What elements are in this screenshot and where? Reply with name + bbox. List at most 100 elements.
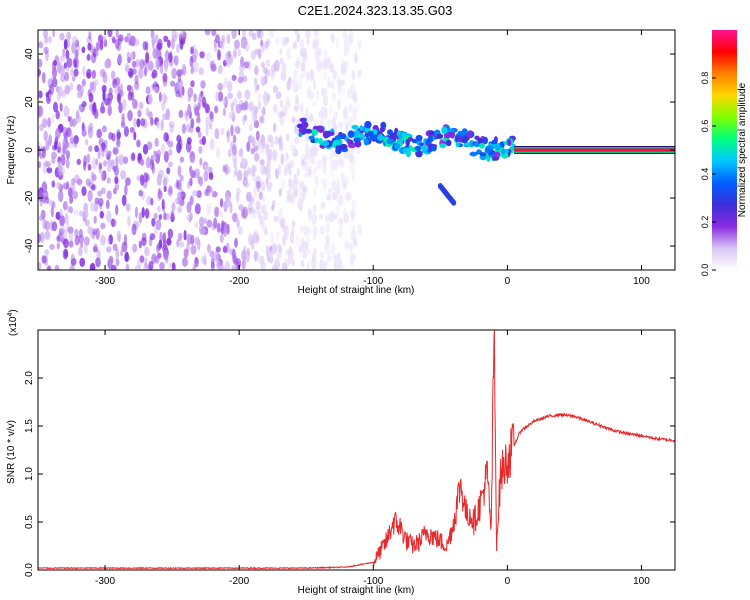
heatmap-cell	[137, 109, 142, 118]
heatmap-cell	[163, 132, 169, 142]
heatmap-cell	[190, 46, 194, 55]
heatmap-cell	[92, 228, 97, 236]
heatmap-cell	[345, 241, 350, 250]
heatmap-cell	[145, 86, 151, 95]
heatmap-cell	[81, 186, 87, 197]
heatmap-cell	[63, 38, 68, 50]
heatmap-cell	[285, 152, 289, 161]
heatmap-cell	[306, 248, 311, 255]
heatmap-cell	[152, 48, 158, 59]
heatmap-cell	[198, 146, 203, 154]
heatmap-cell	[89, 81, 94, 91]
heatmap-cell	[145, 173, 150, 182]
heatmap-cell	[227, 50, 231, 59]
heatmap-cell	[96, 128, 102, 139]
heatmap-cell	[203, 217, 208, 224]
heatmap-cell	[261, 141, 266, 150]
heatmap-cell	[145, 60, 149, 73]
heatmap-cell	[307, 168, 312, 178]
heatmap-cell	[79, 105, 85, 113]
heatmap-cell	[273, 103, 278, 114]
heatmap-cell	[170, 38, 175, 50]
heatmap-cell	[215, 91, 221, 102]
heatmap-cell	[132, 98, 138, 109]
heatmap-cell	[184, 109, 189, 117]
heatmap-cell	[271, 264, 277, 270]
heatmap-cell	[51, 151, 57, 159]
heatmap-cell	[38, 58, 43, 68]
heatmap-cell	[93, 243, 98, 252]
heatmap-cell	[79, 85, 84, 97]
heatmap-cell	[189, 177, 193, 187]
heatmap-cell	[127, 215, 131, 227]
snr-series-line	[38, 330, 675, 570]
heatmap-cell	[492, 142, 500, 149]
heatmap-cell	[141, 237, 147, 247]
heatmap-cell	[167, 39, 171, 48]
heatmap-cell	[336, 257, 343, 269]
heatmap-cell	[257, 101, 262, 110]
heatmap-cell	[76, 158, 82, 165]
heatmap-cell	[215, 246, 221, 253]
snr-panel: -300 -200 -100 0 100 0.0 0.5 1.0 1.5 2.0 Height …	[6, 309, 676, 596]
heatmap-cell	[160, 119, 164, 131]
heatmap-cell	[222, 107, 226, 117]
heatmap-cell	[283, 168, 288, 177]
heatmap-cell	[233, 157, 237, 168]
heatmap-cell	[67, 115, 71, 122]
heatmap-cell	[303, 68, 307, 76]
heatmap-cell	[328, 251, 333, 262]
heatmap-cell	[231, 74, 237, 81]
heatmap-cell	[243, 61, 250, 69]
heatmap-cell	[154, 137, 159, 147]
heatmap-cell	[111, 218, 115, 228]
heatmap-cell	[205, 104, 211, 114]
heatmap-cell	[161, 92, 167, 105]
heatmap-cell	[39, 198, 43, 207]
heatmap-cell	[213, 206, 220, 218]
heatmap-cell	[296, 32, 300, 43]
heatmap-cell	[44, 230, 51, 240]
heatmap-cell	[179, 241, 185, 248]
heatmap-cell	[153, 150, 157, 161]
heatmap-cell	[459, 132, 465, 137]
heatmap-cell	[441, 126, 448, 135]
heatmap-cell	[100, 235, 106, 246]
heatmap-cell	[220, 210, 224, 218]
heatmap-cell	[206, 243, 211, 253]
heatmap-cell	[112, 37, 116, 44]
heatmap-cell	[260, 164, 266, 176]
heatmap-cell	[240, 102, 247, 111]
heatmap-cell	[364, 120, 372, 129]
heatmap-cell	[194, 236, 200, 246]
heatmap-cell	[139, 158, 145, 166]
heatmap-cell	[259, 215, 264, 225]
heatmap-cell	[295, 60, 300, 70]
heatmap-cell	[190, 244, 197, 255]
heatmap-cell	[321, 140, 330, 147]
heatmap-cell	[363, 138, 369, 146]
heatmap-cell	[110, 159, 115, 170]
heatmap-cell	[311, 128, 319, 136]
heatmap-cell	[179, 39, 184, 50]
heatmap-cell	[343, 47, 349, 57]
heatmap-cell	[323, 50, 328, 58]
heatmap-cell	[241, 30, 246, 38]
heatmap-cell	[38, 233, 42, 243]
heatmap-cell	[272, 85, 279, 94]
heatmap-cell	[48, 134, 52, 146]
heatmap-cell	[260, 205, 265, 215]
heatmap-cell	[157, 205, 161, 213]
heatmap-cell	[285, 228, 289, 241]
heatmap-cell	[469, 151, 478, 157]
heatmap-cell	[338, 159, 345, 166]
heatmap-cell	[386, 138, 395, 145]
heatmap-cell	[222, 245, 228, 253]
heatmap-cell	[176, 239, 180, 248]
heatmap-cell	[310, 258, 317, 270]
heatmap-cell	[183, 248, 189, 258]
heatmap-cell	[299, 48, 303, 58]
heatmap-cell	[298, 132, 303, 137]
heatmap-cell	[112, 165, 117, 172]
